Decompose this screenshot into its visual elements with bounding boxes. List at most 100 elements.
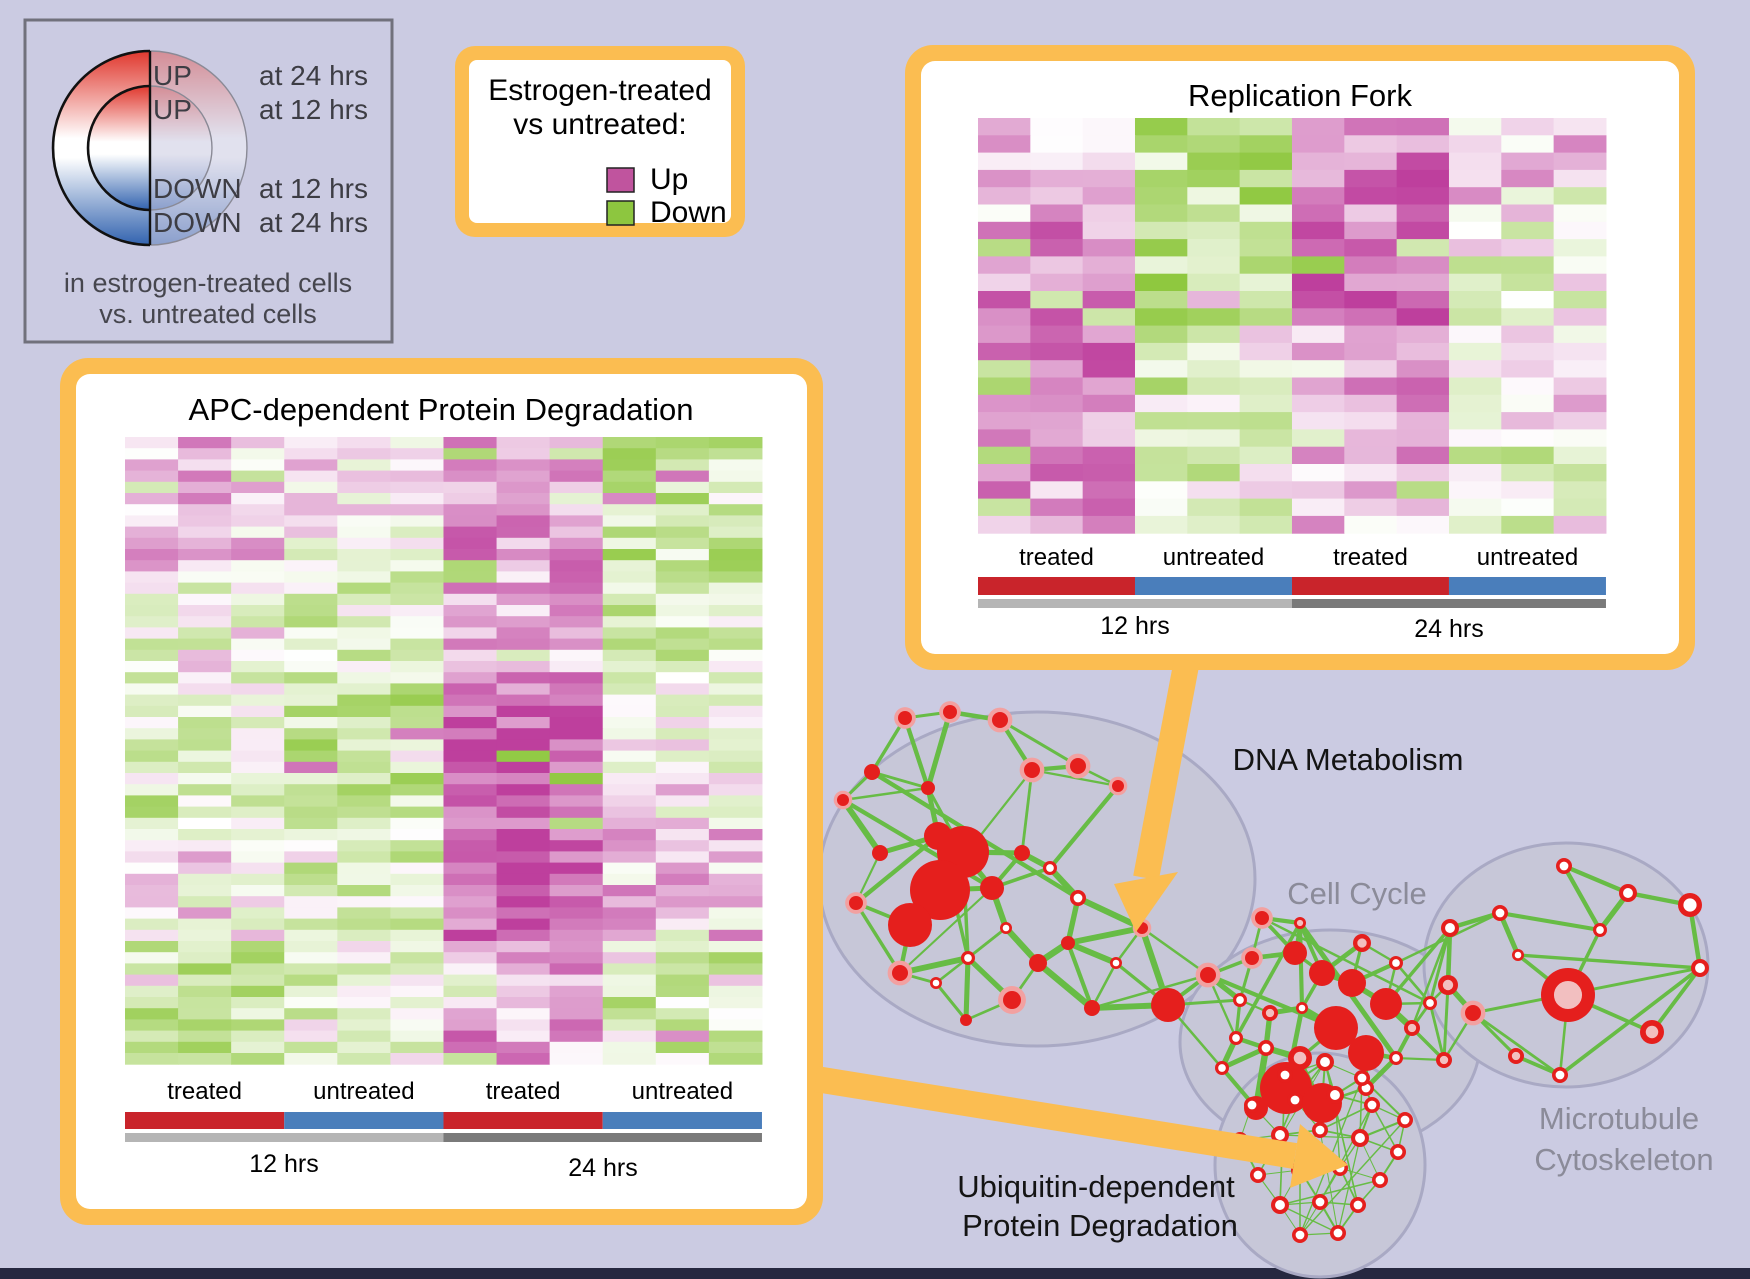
heatmap-cell bbox=[390, 1030, 444, 1043]
heatmap-cell bbox=[1396, 429, 1450, 448]
heatmap-cell bbox=[1448, 118, 1502, 136]
heatmap-cell bbox=[125, 873, 179, 886]
heatmap-cell bbox=[1553, 204, 1607, 223]
gene-node bbox=[1314, 1006, 1358, 1050]
gene-node-center bbox=[1333, 1228, 1343, 1238]
heatmap-cell bbox=[978, 377, 1031, 396]
condition-label: untreated bbox=[632, 1078, 733, 1105]
heatmap-cell bbox=[496, 885, 551, 897]
heatmap-cell bbox=[1134, 169, 1188, 188]
heatmap-cell bbox=[655, 829, 710, 841]
heatmap-cell bbox=[496, 985, 551, 998]
heatmap-cell bbox=[178, 683, 232, 696]
heatmap-cell bbox=[337, 1041, 391, 1054]
callout-arrow-head bbox=[1114, 872, 1178, 932]
heatmap-cell bbox=[125, 526, 179, 539]
network-edge bbox=[1076, 895, 1144, 931]
heatmap-cell bbox=[708, 728, 763, 740]
network-cluster-labels: DNA Metabolism Cell Cycle Microtubule Cy… bbox=[957, 742, 1713, 1243]
heatmap-cell bbox=[390, 537, 444, 550]
heatmap-cell bbox=[231, 526, 285, 539]
heatmap-cell bbox=[390, 918, 444, 931]
heatmap-cell bbox=[1553, 481, 1607, 500]
heatmap-cell bbox=[602, 750, 657, 763]
heatmap-cell bbox=[496, 672, 551, 684]
heatmap-cell bbox=[1291, 377, 1345, 396]
gene-node-center bbox=[1596, 926, 1604, 934]
heatmap-cell bbox=[1344, 169, 1398, 188]
heatmap-cell bbox=[1344, 429, 1398, 448]
heatmap-cell bbox=[496, 761, 551, 774]
heatmap-cell bbox=[549, 896, 604, 908]
heatmap-cell bbox=[708, 1041, 763, 1054]
heatmap-cell bbox=[549, 672, 604, 684]
heatmap-cell bbox=[708, 504, 763, 516]
gene-node-center bbox=[1218, 1064, 1226, 1072]
heatmap-cell bbox=[443, 840, 498, 852]
heatmap-cell bbox=[125, 862, 179, 875]
heatmap-cell bbox=[549, 448, 604, 460]
gene-node-center bbox=[1355, 1133, 1365, 1143]
heatmap-cell bbox=[978, 342, 1031, 361]
condition-bar-treated bbox=[978, 577, 1135, 595]
heatmap-cell bbox=[443, 952, 498, 964]
heatmap-cell bbox=[390, 1041, 444, 1054]
heatmap-cell bbox=[549, 504, 604, 516]
heatmap-cell bbox=[549, 840, 604, 852]
gene-node-center bbox=[1623, 888, 1633, 898]
heatmap-cell bbox=[443, 537, 498, 550]
heatmap-cell bbox=[496, 448, 551, 460]
heatmap-cell bbox=[284, 907, 338, 920]
heatmap-cell bbox=[496, 627, 551, 640]
heatmap-cell bbox=[549, 974, 604, 987]
heatmap-cell bbox=[1553, 256, 1607, 275]
heatmap-cell bbox=[337, 952, 391, 964]
heatmap-cell bbox=[602, 481, 657, 494]
heatmap-cell bbox=[1396, 498, 1450, 517]
heatmap-cell bbox=[1448, 204, 1502, 223]
heatmap-cell bbox=[978, 221, 1031, 240]
heatmap-cell bbox=[549, 885, 604, 897]
heatmap-cell bbox=[337, 941, 391, 953]
heatmap-cell bbox=[390, 694, 444, 707]
legend-circle-faded-half bbox=[150, 51, 247, 245]
heatmap-cell bbox=[655, 817, 710, 830]
network-edge bbox=[1091, 973, 1209, 1010]
heatmap-cell bbox=[337, 437, 391, 449]
heatmap-cell bbox=[284, 739, 338, 752]
condition-label: untreated bbox=[313, 1078, 414, 1105]
heatmap-cell bbox=[125, 1008, 179, 1020]
network-edge bbox=[1090, 962, 1118, 1009]
gene-node bbox=[1200, 967, 1216, 983]
heatmap-cell bbox=[496, 571, 551, 584]
heatmap-cell bbox=[1239, 135, 1293, 154]
heatmap-cell bbox=[284, 437, 338, 449]
heatmap-cell bbox=[1448, 360, 1502, 378]
heatmap-cell bbox=[602, 997, 657, 1009]
heatmap-cell bbox=[231, 997, 285, 1009]
heatmap-cell bbox=[1239, 412, 1293, 430]
heatmap-cell bbox=[1030, 204, 1084, 223]
heatmap-cell bbox=[978, 152, 1031, 171]
heatmap-cell bbox=[496, 907, 551, 920]
heatmap-cell bbox=[1187, 394, 1241, 413]
heatmap-cell bbox=[284, 929, 338, 942]
heatmap-cell bbox=[390, 470, 444, 483]
heatmap-cell bbox=[1448, 308, 1502, 327]
heatmap-cell bbox=[1134, 256, 1188, 275]
heatmap-cell bbox=[496, 1053, 551, 1065]
heatmap-cell bbox=[708, 873, 763, 886]
heatmap-cell bbox=[708, 829, 763, 841]
heatmap-cell bbox=[1448, 152, 1502, 171]
gene-node-center bbox=[1514, 951, 1522, 959]
network-edge bbox=[963, 957, 971, 1021]
heatmap-cell bbox=[178, 997, 232, 1009]
heatmap-cell bbox=[1134, 308, 1188, 327]
heatmap-cell bbox=[1082, 187, 1136, 205]
heatmap-cell bbox=[231, 470, 285, 483]
heatmap-cell bbox=[1344, 412, 1398, 430]
heatmap-cell bbox=[284, 448, 338, 460]
heatmap-cell bbox=[602, 694, 657, 707]
heatmap-cell bbox=[443, 851, 498, 864]
